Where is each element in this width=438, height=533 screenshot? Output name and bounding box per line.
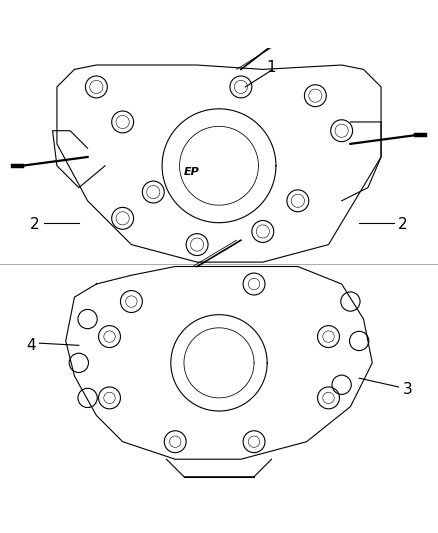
Text: 3: 3 bbox=[403, 382, 412, 397]
Text: 1: 1 bbox=[267, 60, 276, 75]
Text: 2: 2 bbox=[30, 217, 40, 232]
Text: 4: 4 bbox=[26, 338, 35, 353]
Text: EP: EP bbox=[184, 166, 200, 176]
Text: 2: 2 bbox=[398, 217, 408, 232]
